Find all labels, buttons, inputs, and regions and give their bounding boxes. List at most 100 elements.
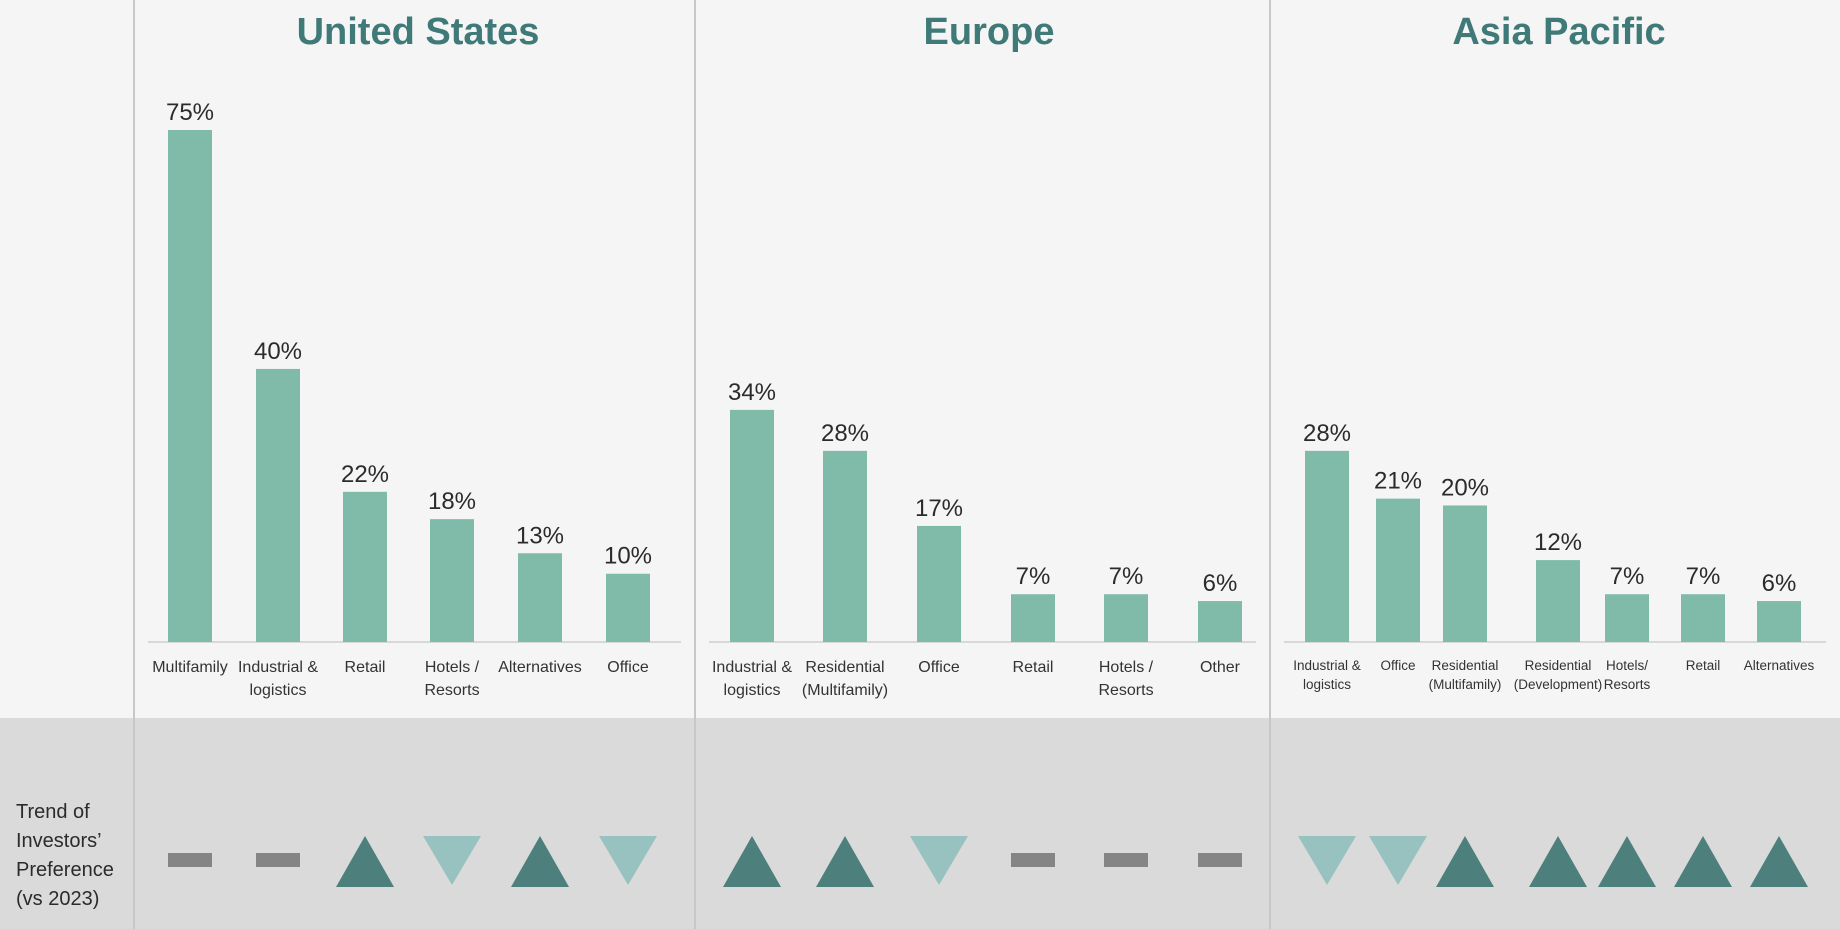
trend-up-icon [511, 836, 569, 887]
data-label: 21% [1374, 468, 1422, 495]
data-label: 7% [1610, 563, 1645, 590]
trend-flat-icon [1198, 853, 1242, 867]
panel-united-states: United States 75% Multifamily 40% Industrial… [148, 11, 681, 887]
dividers [133, 0, 1271, 929]
category-label: Industrial & [1293, 658, 1361, 673]
category-label: Industrial & [238, 659, 318, 676]
category-label: Residential [1525, 658, 1592, 673]
trend-down-icon [910, 836, 968, 885]
trend-up-icon [1529, 836, 1587, 887]
data-label: 12% [1534, 529, 1582, 556]
category-label: (Multifamily) [1429, 677, 1502, 692]
bar [1757, 601, 1801, 642]
data-label: 75% [166, 99, 214, 126]
bar [256, 368, 300, 642]
category-label: Hotels / [1099, 659, 1154, 676]
bar [1605, 594, 1649, 642]
data-label: 6% [1203, 570, 1238, 597]
bar [518, 553, 562, 642]
trend-up-icon [1674, 836, 1732, 887]
bar [1443, 505, 1487, 642]
category-label: Residential [805, 659, 884, 676]
category-label: Resorts [424, 682, 479, 699]
category-label: Office [1380, 658, 1415, 673]
bar [430, 519, 474, 642]
data-label: 28% [821, 420, 869, 447]
data-label: 7% [1686, 563, 1721, 590]
panels: United States 75% Multifamily 40% Industrial… [148, 11, 1826, 887]
data-label: 22% [341, 461, 389, 488]
trend-band [0, 718, 1840, 929]
category-label: Residential [1432, 658, 1499, 673]
bar [1198, 601, 1242, 642]
region-title: Europe [924, 11, 1055, 53]
category-label: Hotels/ [1606, 658, 1648, 673]
category-label: Multifamily [152, 659, 228, 676]
trend-label-line: Trend of [16, 801, 90, 823]
panel-europe: Europe 34% Industrial & logistics 28% Residen… [709, 11, 1256, 887]
bar [1536, 560, 1580, 642]
trend-down-icon [1298, 836, 1356, 885]
trend-label-line: Investors’ [16, 830, 102, 852]
category-label: (Multifamily) [802, 682, 888, 699]
data-label: 40% [254, 338, 302, 365]
category-label: Retail [1686, 658, 1721, 673]
trend-label: Trend of Investors’ Preference (vs 2023) [16, 801, 114, 910]
category-label: Retail [1013, 659, 1054, 676]
region-title: Asia Pacific [1452, 11, 1665, 53]
trend-up-icon [1598, 836, 1656, 887]
panel-asia-pacific: Asia Pacific 28% Industrial & logistics 21% O… [1284, 11, 1826, 887]
category-label: Alternatives [498, 659, 582, 676]
category-label: Industrial & [712, 659, 792, 676]
trend-up-icon [723, 836, 781, 887]
data-label: 18% [428, 488, 476, 515]
trend-flat-icon [1104, 853, 1148, 867]
bar [917, 525, 961, 642]
category-label: (Development) [1514, 677, 1603, 692]
category-label: logistics [724, 682, 781, 699]
category-label: Alternatives [1744, 658, 1815, 673]
data-label: 7% [1109, 563, 1144, 590]
category-label: logistics [250, 682, 307, 699]
bar [168, 130, 212, 642]
trend-up-icon [336, 836, 394, 887]
data-label: 6% [1762, 570, 1797, 597]
trend-label-line: Preference [16, 859, 114, 881]
data-label: 17% [915, 495, 963, 522]
data-label: 10% [604, 543, 652, 570]
category-label: logistics [1303, 677, 1351, 692]
region-title: United States [297, 11, 540, 53]
bar [823, 450, 867, 642]
category-label: Retail [345, 659, 386, 676]
bar [606, 573, 650, 642]
trend-down-icon [1369, 836, 1427, 885]
category-label: Resorts [1604, 677, 1651, 692]
category-label: Office [607, 659, 649, 676]
category-label: Other [1200, 659, 1241, 676]
data-label: 13% [516, 522, 564, 549]
trend-down-icon [599, 836, 657, 885]
trend-flat-icon [1011, 853, 1055, 867]
trend-down-icon [423, 836, 481, 885]
bar [1305, 450, 1349, 642]
category-label: Office [918, 659, 960, 676]
data-label: 7% [1016, 563, 1051, 590]
bar [1681, 594, 1725, 642]
bar [1104, 594, 1148, 642]
data-label: 20% [1441, 474, 1489, 501]
bar [1011, 594, 1055, 642]
trend-up-icon [1436, 836, 1494, 887]
category-label: Hotels / [425, 659, 480, 676]
bar [1376, 498, 1420, 642]
trend-up-icon [816, 836, 874, 887]
bar [343, 491, 387, 642]
category-label: Resorts [1098, 682, 1153, 699]
data-label: 28% [1303, 420, 1351, 447]
trend-up-icon [1750, 836, 1808, 887]
bar [730, 409, 774, 642]
trend-flat-icon [256, 853, 300, 867]
trend-flat-icon [168, 853, 212, 867]
data-label: 34% [728, 379, 776, 406]
trend-label-line: (vs 2023) [16, 888, 99, 910]
